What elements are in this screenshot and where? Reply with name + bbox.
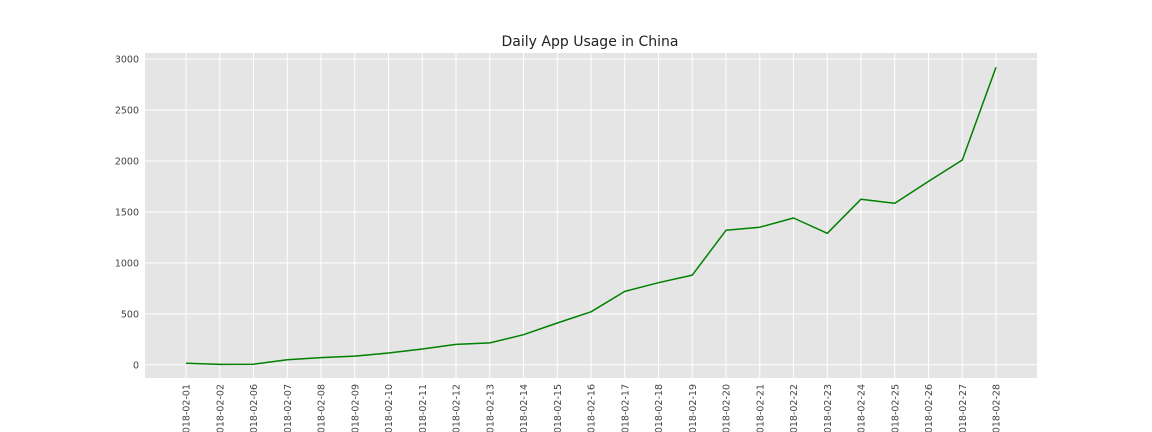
x-tick-label: 2018-02-10	[384, 384, 395, 432]
x-tick-label: 2018-02-09	[350, 384, 361, 432]
y-tick-label: 500	[121, 309, 139, 320]
x-tick-label: 2018-02-01	[182, 384, 193, 432]
series-layer	[185, 67, 997, 366]
x-tick-label: 2018-02-17	[620, 384, 631, 432]
y-tick-label: 3000	[115, 55, 139, 66]
x-tick-label: 2018-02-19	[688, 384, 699, 432]
x-tick-label: 2018-02-06	[249, 384, 260, 432]
x-tick-label: 2018-02-26	[924, 384, 935, 432]
x-tick-label: 2018-02-12	[452, 384, 463, 432]
x-tick-label: 2018-02-18	[654, 384, 665, 432]
y-tick-label: 0	[133, 360, 139, 371]
x-tick-label: 2018-02-14	[519, 384, 530, 432]
y-axis: 0 500 1000 1500 2000 2500 3000	[115, 55, 139, 372]
x-axis: 2018-02-01 2018-02-02 2018-02-06 2018-02-07…	[182, 384, 1003, 432]
x-tick-label: 2018-02-15	[553, 384, 564, 432]
x-tick-label: 2018-02-22	[789, 384, 800, 432]
chart-title: Daily App Usage in China	[502, 34, 679, 50]
x-tick-label: 2018-02-28	[992, 384, 1003, 432]
x-tick-label: 2018-02-11	[418, 384, 429, 432]
y-tick-label: 1500	[115, 207, 139, 218]
y-tick-label: 1000	[115, 258, 139, 269]
x-tick-label: 2018-02-24	[857, 384, 868, 432]
y-tick-label: 2000	[115, 156, 139, 167]
x-tick-label: 2018-02-16	[587, 384, 598, 432]
y-tick-label: 2500	[115, 106, 139, 117]
x-tick-label: 2018-02-27	[958, 384, 969, 432]
x-tick-label: 2018-02-13	[485, 384, 496, 432]
x-tick-label: 2018-02-02	[215, 384, 226, 432]
x-tick-label: 2018-02-23	[823, 384, 834, 432]
x-tick-label: 2018-02-25	[890, 384, 901, 432]
x-tick-label: 2018-02-20	[722, 384, 733, 432]
x-tick-label: 2018-02-07	[283, 384, 294, 432]
grid	[145, 53, 1037, 378]
x-tick-label: 2018-02-08	[317, 384, 328, 432]
x-tick-label: 2018-02-21	[755, 384, 766, 432]
